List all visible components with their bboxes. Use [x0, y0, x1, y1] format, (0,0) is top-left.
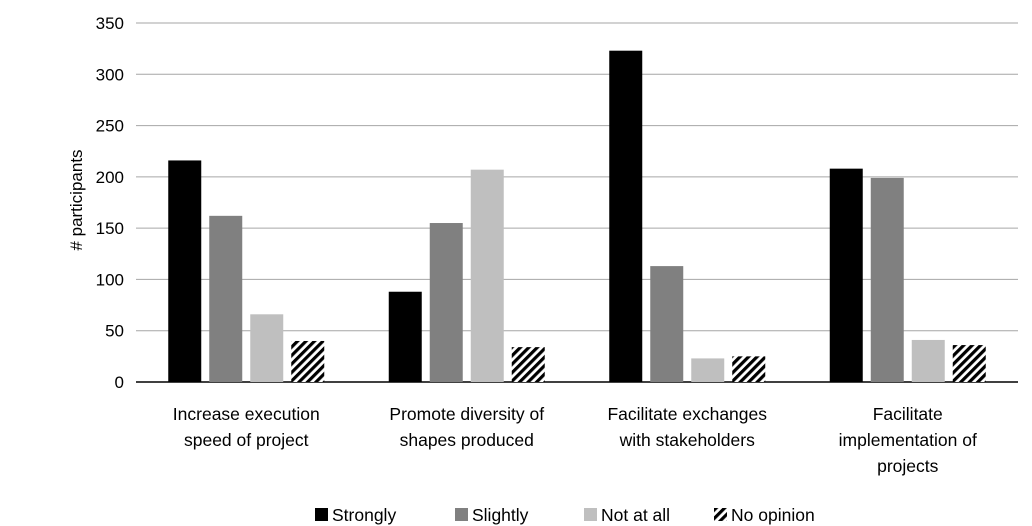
bar-slightly	[429, 223, 463, 382]
legend-swatch	[315, 508, 328, 521]
y-tick-label: 250	[96, 117, 124, 136]
legend-label: Slightly	[472, 505, 529, 525]
bar-not-at-all	[470, 169, 504, 382]
bar-no-opinion	[291, 340, 325, 382]
bar-strongly	[829, 168, 863, 382]
bar-slightly	[650, 266, 684, 382]
y-tick-labels: 0 50 100 150 200 250 300 350	[96, 14, 124, 392]
y-tick-label: 0	[115, 373, 124, 392]
bar-slightly	[870, 177, 904, 382]
legend: Strongly Slightly Not at all No opinion	[315, 505, 815, 525]
bar-strongly	[388, 291, 422, 382]
category-label: with stakeholders	[619, 430, 755, 450]
category-label: speed of project	[184, 430, 309, 450]
legend-label: Not at all	[601, 505, 670, 525]
bar-not-at-all	[691, 358, 725, 382]
category-labels: Increase execution speed of project Promot…	[173, 404, 977, 476]
category-label: projects	[877, 456, 939, 476]
legend-label: No opinion	[731, 505, 815, 525]
bar-no-opinion	[511, 347, 545, 382]
category-label: implementation of	[839, 430, 977, 450]
bar-not-at-all	[250, 314, 284, 382]
category-label: Facilitate	[873, 404, 943, 424]
category-label: Promote diversity of	[389, 404, 544, 424]
y-tick-label: 150	[96, 219, 124, 238]
y-tick-label: 50	[105, 322, 124, 341]
legend-swatch	[584, 508, 597, 521]
gridlines	[136, 22, 1018, 383]
bars	[168, 50, 986, 383]
bar-not-at-all	[911, 339, 945, 382]
category-label: shapes produced	[400, 430, 534, 450]
bar-no-opinion	[732, 356, 766, 382]
legend-label: Strongly	[332, 505, 396, 525]
legend-swatch	[714, 508, 727, 521]
bar-slightly	[209, 215, 243, 382]
category-label: Facilitate exchanges	[607, 404, 767, 424]
category-label: Increase execution	[173, 404, 320, 424]
y-tick-label: 100	[96, 270, 124, 289]
bar-strongly	[168, 160, 202, 382]
y-tick-label: 300	[96, 65, 124, 84]
legend-swatch	[455, 508, 468, 521]
y-tick-label: 200	[96, 168, 124, 187]
y-tick-label: 350	[96, 14, 124, 33]
y-axis-title: # participants	[67, 149, 86, 250]
bar-no-opinion	[952, 345, 986, 382]
bar-strongly	[609, 50, 643, 383]
